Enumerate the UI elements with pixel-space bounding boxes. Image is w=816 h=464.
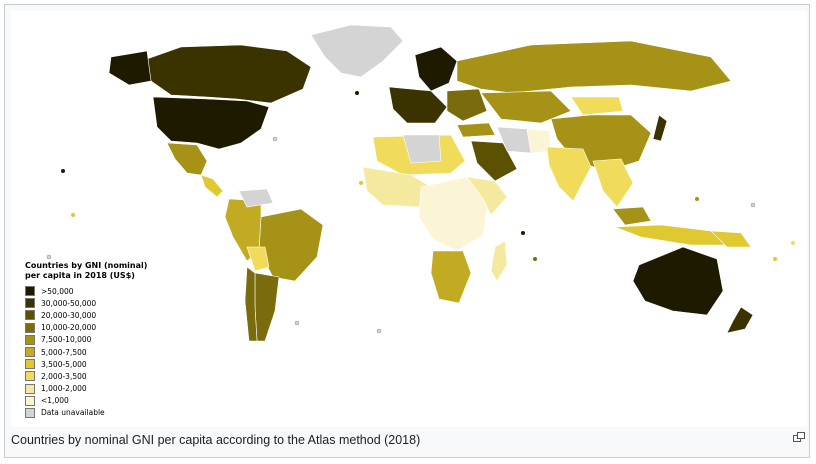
region-southeast-asia bbox=[592, 158, 634, 208]
legend-swatch bbox=[25, 286, 35, 297]
legend-item: >50,000 bbox=[25, 285, 175, 297]
region-eastern-europe bbox=[446, 88, 488, 122]
island-dot bbox=[46, 254, 52, 260]
region-argentina bbox=[254, 272, 280, 342]
legend-swatch bbox=[25, 310, 35, 321]
region-australia bbox=[632, 246, 724, 316]
legend-item: 1,000-2,000 bbox=[25, 383, 175, 395]
region-central-america bbox=[200, 174, 224, 198]
legend-label: 3,500-5,000 bbox=[41, 359, 87, 369]
legend-label: 5,000-7,500 bbox=[41, 347, 87, 357]
region-new-zealand bbox=[726, 306, 754, 334]
legend-label: 1,000-2,000 bbox=[41, 384, 87, 394]
region-canada bbox=[146, 44, 312, 104]
region-kazakhstan bbox=[480, 90, 572, 124]
region-east-africa bbox=[466, 176, 508, 216]
region-india bbox=[546, 146, 592, 202]
legend-item: 2,000-3,500 bbox=[25, 370, 175, 382]
legend-swatch bbox=[25, 322, 35, 333]
region-chile bbox=[244, 266, 258, 342]
legend-item: 20,000-30,000 bbox=[25, 309, 175, 321]
region-malaysia bbox=[612, 206, 652, 226]
region-turkey bbox=[456, 122, 496, 138]
world-map: Countries by GNI (nominal) per capita in… bbox=[11, 11, 807, 427]
legend-label: 20,000-30,000 bbox=[41, 310, 97, 320]
legend-swatch bbox=[25, 383, 35, 394]
legend-item: 5,000-7,500 bbox=[25, 346, 175, 358]
legend-item: 3,500-5,000 bbox=[25, 358, 175, 370]
legend-items: >50,000 30,000-50,000 20,000-30,000 10,000-… bbox=[25, 285, 175, 419]
island-dot bbox=[533, 257, 537, 261]
island-dot bbox=[376, 328, 382, 334]
island-dot bbox=[355, 91, 359, 95]
region-arabia bbox=[470, 140, 518, 182]
world-map-graphic bbox=[46, 24, 795, 342]
island-dot bbox=[61, 169, 65, 173]
region-scandinavia bbox=[414, 46, 458, 92]
figure-frame: Countries by GNI (nominal) per capita in… bbox=[4, 4, 810, 458]
legend-swatch bbox=[25, 395, 35, 406]
region-greenland bbox=[310, 24, 404, 78]
region-brazil bbox=[258, 208, 324, 282]
legend-item: <1,000 bbox=[25, 395, 175, 407]
region-indonesia bbox=[614, 224, 732, 246]
figure-caption: Countries by nominal GNI per capita acco… bbox=[11, 433, 421, 447]
legend-swatch bbox=[25, 407, 35, 418]
region-mongolia bbox=[570, 96, 624, 116]
island-dot bbox=[521, 231, 525, 235]
region-alaska bbox=[108, 50, 152, 86]
legend-label: <1,000 bbox=[41, 396, 69, 406]
legend-item: 10,000-20,000 bbox=[25, 322, 175, 334]
legend-label: >50,000 bbox=[41, 286, 74, 296]
region-western-europe bbox=[388, 86, 448, 124]
region-southern-africa bbox=[430, 250, 472, 304]
legend-label: 7,500-10,000 bbox=[41, 335, 92, 345]
legend-swatch bbox=[25, 298, 35, 309]
island-dot bbox=[359, 181, 363, 185]
legend-item: 7,500-10,000 bbox=[25, 334, 175, 346]
legend-swatch bbox=[25, 359, 35, 370]
legend-label: 2,000-3,500 bbox=[41, 371, 87, 381]
region-bolivia bbox=[246, 246, 270, 272]
legend-title: Countries by GNI (nominal) per capita in… bbox=[25, 261, 148, 280]
legend-swatch bbox=[25, 347, 35, 358]
island-dot bbox=[272, 136, 278, 142]
region-madagascar bbox=[490, 240, 508, 282]
legend-label: 30,000-50,000 bbox=[41, 298, 97, 308]
region-mexico bbox=[166, 142, 208, 176]
island-dot bbox=[695, 197, 699, 201]
island-dot bbox=[773, 257, 777, 261]
region-libya bbox=[402, 134, 442, 164]
map-legend: Countries by GNI (nominal) per capita in… bbox=[25, 261, 175, 419]
legend-item: 30,000-50,000 bbox=[25, 297, 175, 309]
region-papua bbox=[710, 230, 752, 248]
legend-swatch bbox=[25, 334, 35, 345]
island-dot bbox=[750, 202, 756, 208]
enlarge-icon[interactable] bbox=[793, 432, 805, 442]
legend-item: Data unavailable bbox=[25, 407, 175, 419]
region-japan bbox=[652, 114, 668, 142]
island-dot bbox=[71, 213, 75, 217]
legend-label: Data unavailable bbox=[41, 408, 105, 418]
island-dot bbox=[294, 320, 300, 326]
legend-label: 10,000-20,000 bbox=[41, 323, 97, 333]
island-dot bbox=[791, 241, 795, 245]
legend-swatch bbox=[25, 371, 35, 382]
region-venezuela bbox=[238, 188, 274, 208]
region-usa bbox=[152, 96, 270, 150]
region-russia bbox=[456, 40, 732, 94]
